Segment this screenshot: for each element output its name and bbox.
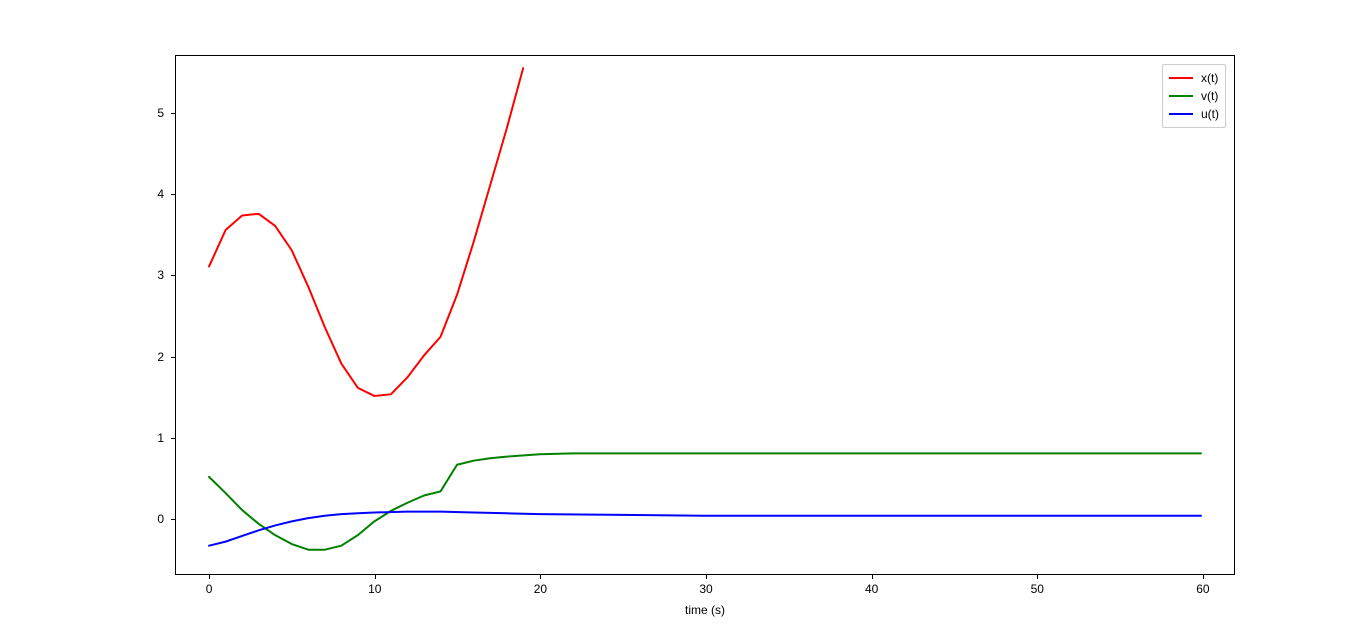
x-tick — [209, 574, 210, 579]
x-tick — [1037, 574, 1038, 579]
legend-label: x(t) — [1201, 71, 1218, 85]
y-tick — [171, 357, 176, 358]
legend-item-u: u(t) — [1169, 105, 1219, 123]
x-tick-label: 40 — [865, 582, 878, 596]
x-tick-label: 20 — [534, 582, 547, 596]
chart-lines-svg — [176, 56, 1234, 574]
legend-item-v: v(t) — [1169, 87, 1219, 105]
y-tick-label: 4 — [157, 187, 164, 201]
series-line-v — [209, 453, 1201, 549]
y-tick-label: 0 — [157, 512, 164, 526]
x-tick — [375, 574, 376, 579]
x-tick — [872, 574, 873, 579]
x-tick-label: 30 — [699, 582, 712, 596]
legend-item-x: x(t) — [1169, 69, 1219, 87]
series-line-u — [209, 512, 1201, 546]
x-tick — [1203, 574, 1204, 579]
x-tick-label: 10 — [368, 582, 381, 596]
legend-label: u(t) — [1201, 107, 1219, 121]
x-tick-label: 0 — [206, 582, 213, 596]
x-tick-label: 50 — [1031, 582, 1044, 596]
legend-swatch — [1169, 113, 1193, 115]
series-line-x — [209, 68, 523, 396]
plot-area: x(t)v(t)u(t) 0102030405060012345 — [175, 55, 1235, 575]
x-axis-label: time (s) — [685, 603, 725, 617]
x-tick-label: 60 — [1196, 582, 1209, 596]
legend-swatch — [1169, 77, 1193, 79]
legend-label: v(t) — [1201, 89, 1218, 103]
legend: x(t) v(t) u(t) — [1162, 64, 1226, 128]
y-tick-label: 5 — [157, 106, 164, 120]
y-tick — [171, 275, 176, 276]
chart-container: x(t)v(t)u(t) 0102030405060012345 time (s… — [175, 55, 1235, 575]
y-tick — [171, 438, 176, 439]
legend-swatch — [1169, 95, 1193, 97]
y-tick-label: 2 — [157, 350, 164, 364]
y-tick-label: 1 — [157, 431, 164, 445]
y-tick-label: 3 — [157, 268, 164, 282]
x-tick — [540, 574, 541, 579]
y-tick — [171, 113, 176, 114]
y-tick — [171, 519, 176, 520]
x-tick — [706, 574, 707, 579]
y-tick — [171, 194, 176, 195]
